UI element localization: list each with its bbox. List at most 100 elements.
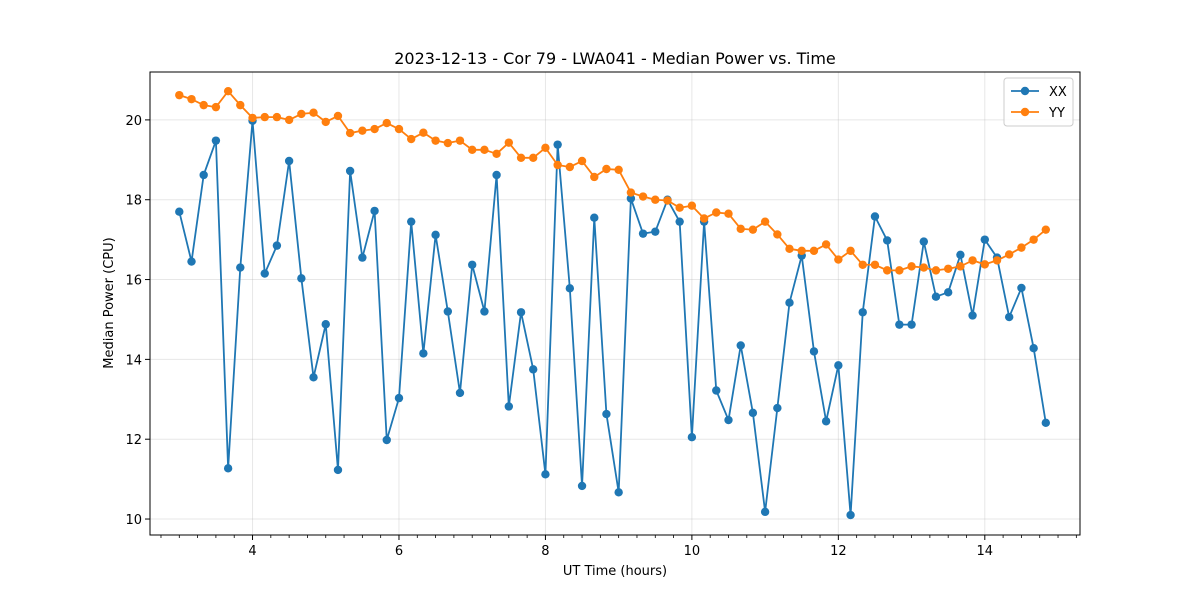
data-point-xx bbox=[1041, 418, 1051, 428]
data-point-xx bbox=[187, 257, 196, 266]
data-point-xx bbox=[541, 470, 550, 479]
data-point-xx bbox=[565, 284, 575, 293]
data-point-yy bbox=[175, 90, 184, 100]
data-point-xx bbox=[577, 481, 587, 491]
x-tick-label: 14 bbox=[977, 544, 994, 559]
data-point-xx bbox=[651, 227, 660, 236]
y-tick-label: 14 bbox=[125, 353, 142, 368]
x-tick-label: 4 bbox=[248, 544, 256, 559]
data-point-xx bbox=[199, 170, 208, 180]
data-point-xx bbox=[272, 241, 282, 250]
data-point-xx bbox=[980, 235, 989, 244]
data-point-xx bbox=[687, 433, 697, 442]
data-point-xx bbox=[724, 415, 733, 425]
x-axis-ticks: 4 6 8 10 12 14 bbox=[160, 535, 1077, 559]
data-point-yy bbox=[419, 128, 428, 137]
data-point-xx bbox=[968, 311, 977, 320]
y-tick-label: 16 bbox=[125, 274, 142, 289]
data-point-yy bbox=[724, 209, 733, 218]
data-point-yy bbox=[858, 260, 867, 269]
data-point-yy bbox=[187, 94, 196, 104]
data-point-xx bbox=[760, 507, 770, 517]
data-point-xx bbox=[858, 308, 867, 317]
y-tick-label: 20 bbox=[125, 114, 142, 129]
data-point-yy bbox=[712, 208, 721, 217]
data-point-xx bbox=[809, 347, 819, 356]
plot-series bbox=[175, 86, 1051, 520]
data-point-xx bbox=[431, 230, 440, 240]
data-point-xx bbox=[748, 408, 758, 418]
data-point-xx bbox=[468, 260, 477, 269]
y-tick-label: 18 bbox=[125, 194, 142, 209]
data-point-xx bbox=[321, 320, 330, 329]
data-point-yy bbox=[431, 136, 440, 145]
data-point-yy bbox=[821, 240, 831, 249]
data-point-yy bbox=[968, 256, 977, 265]
data-point-xx bbox=[638, 229, 648, 238]
data-point-yy bbox=[333, 111, 343, 121]
data-point-xx bbox=[919, 237, 928, 246]
data-point-yy bbox=[382, 118, 391, 128]
data-point-yy bbox=[834, 255, 843, 264]
data-point-xx bbox=[236, 263, 245, 272]
data-point-yy bbox=[651, 195, 660, 204]
data-point-xx bbox=[504, 402, 514, 411]
data-point-yy bbox=[675, 203, 684, 212]
data-point-xx bbox=[736, 341, 745, 350]
data-point-xx bbox=[382, 435, 391, 445]
data-point-yy bbox=[284, 115, 294, 125]
data-point-xx bbox=[297, 274, 306, 283]
data-point-yy bbox=[516, 153, 526, 163]
data-point-xx bbox=[602, 409, 611, 419]
data-point-yy bbox=[870, 260, 880, 269]
legend-label-yy: YY bbox=[1048, 106, 1065, 121]
data-point-yy bbox=[492, 149, 501, 159]
data-point-xx bbox=[675, 217, 684, 226]
data-point-yy bbox=[394, 124, 404, 134]
data-point-yy bbox=[468, 145, 477, 155]
legend-marker-yy bbox=[1020, 107, 1030, 117]
legend-label-xx: XX bbox=[1049, 85, 1067, 100]
y-tick-label: 10 bbox=[125, 513, 142, 528]
data-point-yy bbox=[956, 262, 965, 271]
data-point-yy bbox=[211, 102, 221, 112]
data-point-yy bbox=[577, 156, 587, 166]
data-point-xx bbox=[260, 269, 269, 278]
y-tick-label: 12 bbox=[125, 433, 142, 448]
data-point-yy bbox=[1004, 250, 1014, 259]
data-point-yy bbox=[1041, 225, 1051, 234]
legend: XX YY bbox=[1003, 77, 1074, 127]
data-point-xx bbox=[419, 349, 428, 358]
legend-marker-xx bbox=[1020, 86, 1030, 96]
data-point-xx bbox=[943, 288, 953, 297]
legend-entry-yy: YY bbox=[1011, 106, 1065, 121]
data-point-yy bbox=[663, 196, 672, 205]
data-point-xx bbox=[907, 320, 916, 329]
data-point-xx bbox=[175, 207, 184, 216]
data-point-xx bbox=[407, 217, 416, 226]
data-point-yy bbox=[846, 246, 855, 256]
data-point-xx bbox=[834, 361, 843, 370]
series-yy bbox=[175, 86, 1051, 275]
data-point-yy bbox=[699, 214, 709, 223]
data-point-yy bbox=[590, 172, 599, 182]
data-point-yy bbox=[321, 117, 330, 127]
data-point-xx bbox=[211, 136, 221, 145]
data-point-xx bbox=[785, 298, 794, 307]
data-point-yy bbox=[687, 201, 697, 210]
data-point-yy bbox=[626, 188, 636, 197]
data-point-xx bbox=[895, 320, 904, 329]
data-point-yy bbox=[480, 145, 489, 155]
data-point-xx bbox=[223, 464, 233, 473]
data-point-yy bbox=[553, 160, 562, 170]
data-point-yy bbox=[248, 113, 257, 123]
data-point-yy bbox=[785, 244, 794, 254]
data-point-yy bbox=[931, 266, 941, 275]
data-point-xx bbox=[931, 292, 941, 301]
y-axis-ticks: 10 12 14 16 18 20 bbox=[125, 114, 150, 528]
data-point-xx bbox=[370, 206, 379, 216]
data-point-xx bbox=[516, 308, 526, 317]
data-point-xx bbox=[626, 194, 636, 203]
data-point-yy bbox=[529, 153, 538, 163]
